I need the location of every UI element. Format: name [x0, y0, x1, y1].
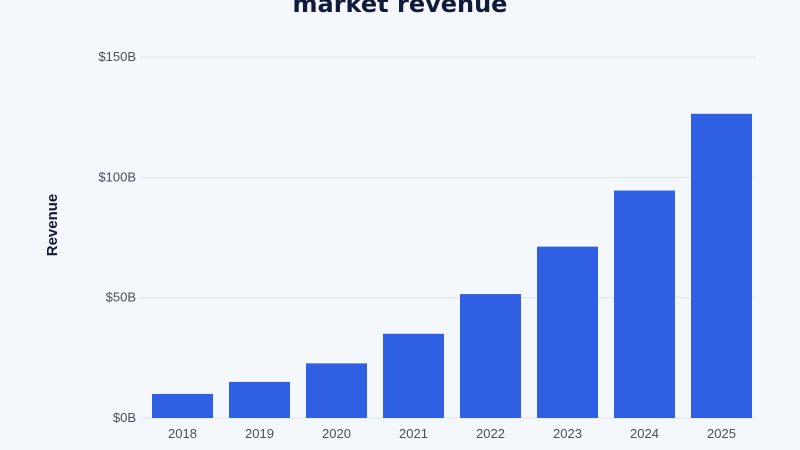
bar-2020 [306, 363, 367, 418]
chart-title: market revenue [293, 0, 508, 18]
y-axis-label: Revenue [44, 194, 61, 257]
x-tick-label: 2020 [322, 426, 351, 441]
y-tick-label: $150B [98, 49, 136, 64]
bar-2025 [691, 113, 752, 418]
bar-2022 [460, 294, 521, 418]
y-tick-labels: $0B $50B $100B $150B [98, 49, 136, 425]
x-tick-label: 2024 [630, 426, 659, 441]
bar-2019 [229, 381, 290, 418]
x-tick-labels: 2018 2019 2020 2021 2022 2023 2024 2025 [168, 426, 736, 441]
x-tick-label: 2021 [399, 426, 428, 441]
x-tick-label: 2023 [553, 426, 582, 441]
y-tick-label: $50B [106, 290, 136, 305]
x-tick-label: 2022 [476, 426, 505, 441]
y-tick-label: $100B [98, 169, 136, 184]
x-tick-label: 2019 [245, 426, 274, 441]
y-tick-label: $0B [113, 410, 136, 425]
bar-2018 [152, 393, 213, 418]
x-tick-label: 2018 [168, 426, 197, 441]
bar-2024 [614, 190, 675, 418]
x-tick-label: 2025 [707, 426, 736, 441]
bars [152, 113, 752, 418]
bar-2021 [383, 333, 444, 418]
bar-2023 [537, 246, 598, 418]
